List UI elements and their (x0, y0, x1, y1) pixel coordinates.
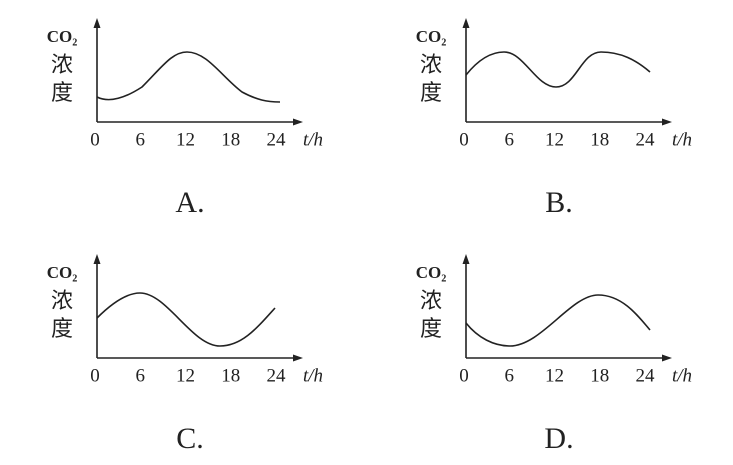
y-axis-label: 度 (51, 80, 73, 105)
x-tick-label: 12 (176, 365, 195, 386)
panel: CO₂ 浓度 0 6 12 18 24 t/h A. (47, 18, 323, 219)
x-tick-label: 0 (459, 129, 469, 150)
option-label: A. (175, 186, 204, 219)
curve (96, 51, 281, 103)
y-arrow (462, 254, 470, 264)
x-tick-label: 6 (505, 365, 515, 386)
option-label: C. (176, 422, 204, 455)
curve (465, 294, 651, 347)
x-tick-label: 0 (90, 129, 100, 150)
x-arrow (293, 354, 303, 362)
x-tick-label: 0 (459, 365, 469, 386)
curve (465, 51, 651, 88)
option-label: B. (545, 186, 573, 219)
x-tick-label: 18 (590, 129, 609, 150)
x-tick-label: 18 (590, 365, 609, 386)
y-axis-label: CO₂ (47, 263, 78, 282)
panel: CO₂ 浓度 0 6 12 18 24 t/h B. (416, 18, 692, 219)
y-axis-label: 浓 (420, 52, 442, 77)
panel: CO₂ 浓度 0 6 12 18 24 t/h D. (416, 254, 692, 455)
y-arrow (462, 18, 470, 28)
y-axis-label: 浓 (420, 288, 442, 313)
x-tick-label: 6 (136, 129, 146, 150)
x-axis-label: t/h (672, 365, 692, 386)
y-arrow (93, 254, 101, 264)
x-axis-label: t/h (303, 129, 323, 150)
x-tick-label: 12 (176, 129, 195, 150)
y-axis-label: 浓 (51, 52, 73, 77)
option-label: D. (544, 422, 573, 455)
x-arrow (293, 118, 303, 126)
x-tick-label: 18 (221, 129, 240, 150)
x-tick-label: 24 (267, 129, 287, 150)
y-axis-label: CO₂ (416, 27, 447, 46)
y-axis-label: CO₂ (416, 263, 447, 282)
panel: CO₂ 浓度 0 6 12 18 24 t/h C. (47, 254, 323, 455)
x-arrow (662, 118, 672, 126)
x-tick-label: 24 (636, 365, 656, 386)
y-axis-label: 度 (51, 316, 73, 341)
y-axis-label: CO₂ (47, 27, 78, 46)
x-tick-label: 18 (221, 365, 240, 386)
y-axis-label: 度 (420, 80, 442, 105)
x-tick-label: 0 (90, 365, 100, 386)
y-axis-label: 度 (420, 316, 442, 341)
x-arrow (662, 354, 672, 362)
curve (96, 292, 276, 347)
x-tick-label: 24 (636, 129, 656, 150)
x-tick-label: 6 (505, 129, 515, 150)
y-axis-label: 浓 (51, 288, 73, 313)
y-arrow (93, 18, 101, 28)
x-tick-label: 12 (545, 365, 564, 386)
x-tick-label: 6 (136, 365, 146, 386)
x-tick-label: 12 (545, 129, 564, 150)
x-axis-label: t/h (672, 129, 692, 150)
x-axis-label: t/h (303, 365, 323, 386)
x-tick-label: 24 (267, 365, 287, 386)
